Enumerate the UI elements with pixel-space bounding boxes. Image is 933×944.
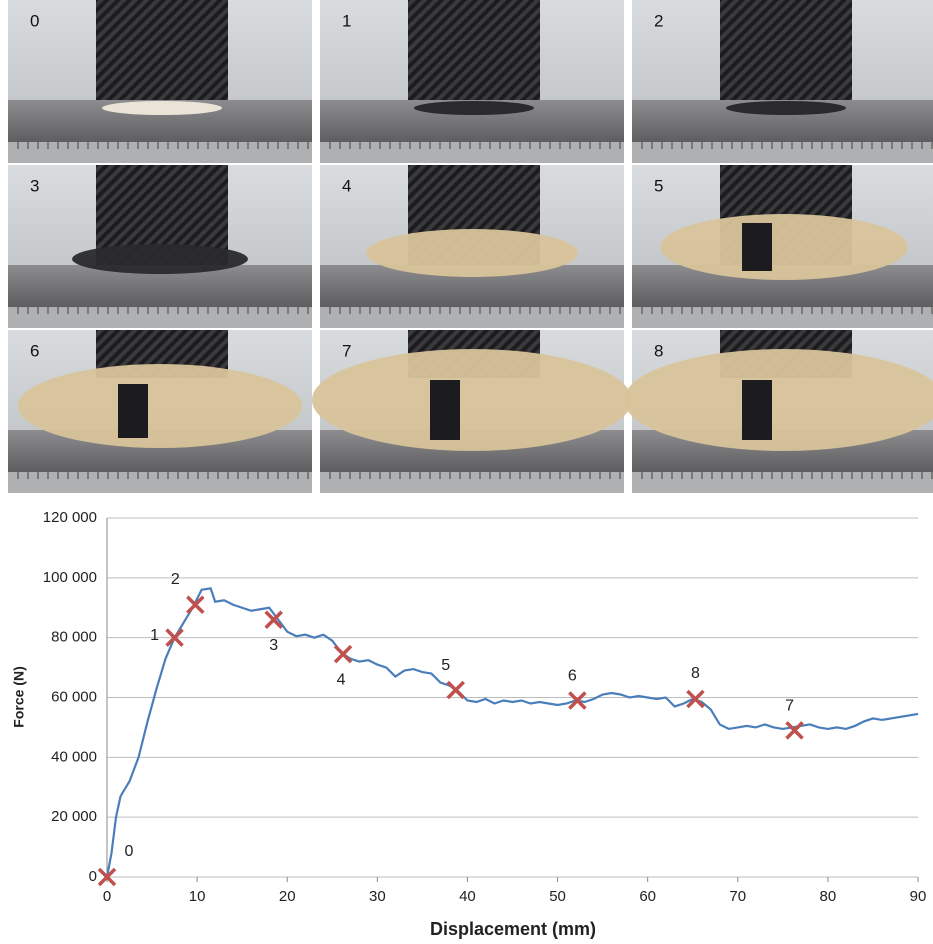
crushed-material	[660, 214, 908, 280]
x-tick-label: 90	[910, 888, 927, 905]
photo-label: 7	[342, 341, 351, 360]
marker	[448, 682, 464, 698]
photo: 3	[8, 165, 312, 328]
marker-label: 8	[691, 665, 700, 682]
x-axis-title: Displacement (mm)	[430, 919, 596, 939]
marker	[787, 722, 803, 738]
crushed-material	[366, 229, 578, 277]
photo-label: 3	[30, 176, 39, 195]
marker-label: 1	[150, 627, 159, 644]
photo: 6	[8, 330, 312, 493]
x-tick-label: 70	[729, 888, 746, 905]
crushed-material	[312, 349, 632, 451]
marker-label: 5	[441, 657, 450, 674]
debris	[118, 384, 148, 438]
y-tick-label: 60 000	[51, 688, 97, 705]
debris	[430, 380, 460, 440]
crushed-material	[72, 244, 248, 274]
y-tick-label: 100 000	[43, 569, 97, 586]
y-tick-label: 80 000	[51, 629, 97, 646]
photo-label: 2	[654, 11, 663, 30]
crushed-material	[18, 364, 302, 448]
marker-label: 6	[568, 668, 577, 685]
x-tick-label: 40	[459, 888, 476, 905]
specimen-tube	[408, 0, 540, 108]
photo: 4	[320, 165, 624, 328]
photo: 0	[8, 0, 312, 163]
page: 0 1 2 3 4 5 6 7 8 Force (N) Displacement (mm) 0 2…	[0, 0, 933, 944]
marker	[687, 691, 703, 707]
photo-grid: 0 1 2 3 4 5 6 7 8	[8, 0, 933, 493]
photo: 1	[320, 0, 624, 163]
ruler	[8, 472, 312, 493]
marker	[569, 692, 585, 708]
photo: 2	[632, 0, 933, 163]
y-tick-label: 0	[89, 868, 97, 885]
photo-label: 0	[30, 11, 39, 30]
x-tick-label: 60	[639, 888, 656, 905]
photo-label: 5	[654, 176, 663, 195]
photo-label: 4	[342, 176, 351, 195]
ruler	[320, 307, 624, 328]
x-tick-label: 80	[820, 888, 837, 905]
marker-label: 2	[171, 571, 180, 588]
tube-base	[726, 101, 846, 115]
photo-label: 1	[342, 11, 351, 30]
x-tick-label: 30	[369, 888, 386, 905]
y-axis-title: Force (N)	[11, 666, 27, 727]
marker	[335, 646, 351, 662]
x-tick-label: 20	[279, 888, 296, 905]
debris	[742, 223, 772, 271]
ruler	[320, 472, 624, 493]
x-tick-label: 50	[549, 888, 566, 905]
x-tick-label: 0	[103, 888, 111, 905]
marker-label: 7	[785, 698, 794, 715]
ruler	[320, 142, 624, 163]
ruler	[8, 142, 312, 163]
photo: 5	[632, 165, 933, 328]
specimen-tube	[96, 0, 228, 108]
tube-base	[414, 101, 534, 115]
marker	[187, 597, 203, 613]
marker-label: 4	[337, 671, 346, 688]
x-tick-label: 10	[189, 888, 206, 905]
specimen-tube	[720, 0, 852, 108]
figure: 0 1 2 3 4 5 6 7 8 Force (N) Displacement (mm) 0 2…	[0, 0, 933, 944]
photo: 8	[624, 330, 933, 493]
photo: 7	[312, 330, 632, 493]
crushed-material	[624, 349, 933, 451]
ruler	[8, 307, 312, 328]
tube-base	[102, 101, 222, 115]
photo-label: 8	[654, 341, 663, 360]
marker-label: 3	[269, 637, 278, 654]
debris	[742, 380, 772, 440]
photo-label: 6	[30, 341, 39, 360]
y-tick-label: 20 000	[51, 808, 97, 825]
y-tick-label: 40 000	[51, 748, 97, 765]
y-tick-label: 120 000	[43, 509, 97, 526]
marker-label: 0	[125, 843, 134, 860]
